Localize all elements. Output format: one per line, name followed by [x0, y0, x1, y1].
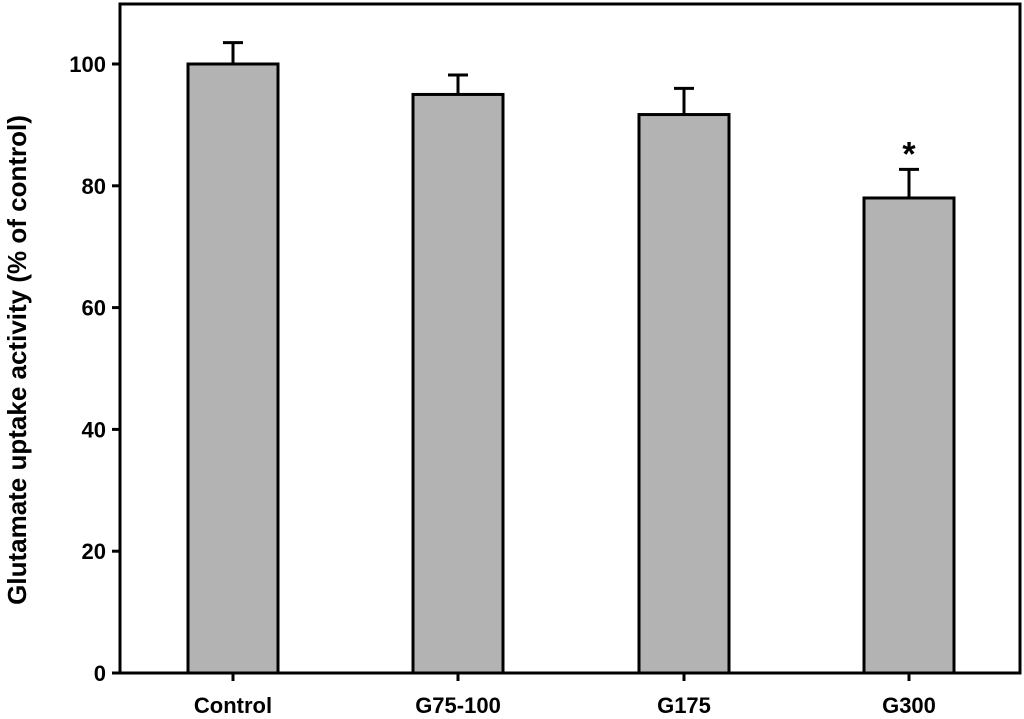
y-tick-label-0: 0 [94, 661, 106, 686]
y-tick-label-80: 80 [82, 174, 106, 199]
error-bars-layer [223, 41, 919, 198]
x-tick-label-g75-100: G75-100 [415, 693, 501, 718]
bar-control [186, 62, 280, 675]
y-axis-title: Glutamate uptake activity (% of control) [2, 115, 32, 605]
y-tick-label-20: 20 [82, 539, 106, 564]
tick-labels-layer: Control G75-100 G175 G300 0 20 40 60 80 100 [69, 52, 936, 718]
y-tick-label-100: 100 [69, 52, 106, 77]
x-tick-label-control: Control [194, 693, 272, 718]
bar-g175 [637, 113, 731, 675]
x-tick-label-g175: G175 [657, 693, 711, 718]
x-tick-label-g300: G300 [882, 693, 936, 718]
significance-marker: * [902, 135, 916, 173]
bar-g75-100 [411, 92, 505, 675]
y-tick-label-60: 60 [82, 296, 106, 321]
annotations-layer: * [902, 135, 916, 173]
y-tick-label-40: 40 [82, 417, 106, 442]
bar-g300 [862, 196, 956, 675]
ticks-layer [112, 62, 911, 681]
